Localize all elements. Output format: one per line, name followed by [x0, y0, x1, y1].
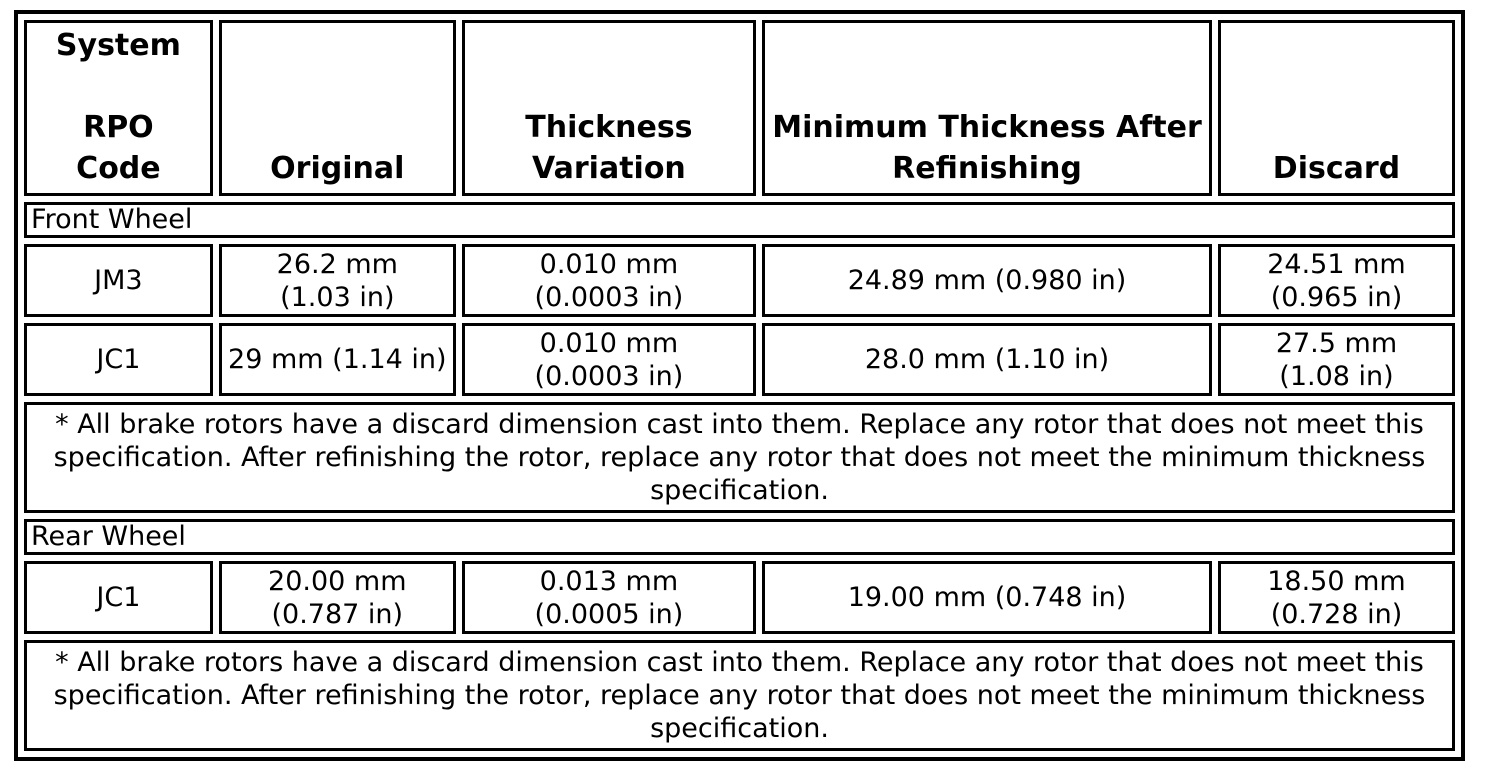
cell-thickness-variation: 0.010 mm (0.0003 in)	[461, 323, 757, 396]
cell-discard: 24.51 mm (0.965 in)	[1217, 244, 1455, 317]
header-min-thickness-after-refinishing: Minimum Thickness After Refinishing	[762, 20, 1212, 196]
header-system-rpo-code: System RPO Code	[24, 20, 213, 196]
footnote-front-wheel: * All brake rotors have a discard dimens…	[24, 402, 1455, 513]
cell-original: 20.00 mm (0.787 in)	[218, 561, 456, 634]
section-label-front-wheel: Front Wheel	[24, 202, 1455, 238]
cell-rpo-code: JC1	[24, 561, 213, 634]
cell-rpo-code: JC1	[24, 323, 213, 396]
footnote-row-rear: * All brake rotors have a discard dimens…	[24, 640, 1455, 751]
header-original: Original	[218, 20, 456, 196]
cell-min-thickness-after-refinishing: 28.0 mm (1.10 in)	[762, 323, 1212, 396]
footnote-row-front: * All brake rotors have a discard dimens…	[24, 402, 1455, 513]
section-row-rear-wheel: Rear Wheel	[24, 519, 1455, 555]
footnote-rear-wheel: * All brake rotors have a discard dimens…	[24, 640, 1455, 751]
header-discard: Discard	[1217, 20, 1455, 196]
cell-original: 26.2 mm (1.03 in)	[218, 244, 456, 317]
brake-rotor-spec-table: System RPO Code Original Thickness Varia…	[14, 10, 1465, 761]
cell-rpo-code: JM3	[24, 244, 213, 317]
table-row-front-jc1: JC1 29 mm (1.14 in) 0.010 mm (0.0003 in)…	[24, 323, 1455, 396]
header-row: System RPO Code Original Thickness Varia…	[24, 20, 1455, 196]
table-row-front-jm3: JM3 26.2 mm (1.03 in) 0.010 mm (0.0003 i…	[24, 244, 1455, 317]
cell-min-thickness-after-refinishing: 19.00 mm (0.748 in)	[762, 561, 1212, 634]
cell-discard: 27.5 mm (1.08 in)	[1217, 323, 1455, 396]
section-row-front-wheel: Front Wheel	[24, 202, 1455, 238]
spec-table: System RPO Code Original Thickness Varia…	[18, 14, 1461, 757]
table-row-rear-jc1: JC1 20.00 mm (0.787 in) 0.013 mm (0.0005…	[24, 561, 1455, 634]
cell-discard: 18.50 mm (0.728 in)	[1217, 561, 1455, 634]
cell-min-thickness-after-refinishing: 24.89 mm (0.980 in)	[762, 244, 1212, 317]
cell-original: 29 mm (1.14 in)	[218, 323, 456, 396]
cell-thickness-variation: 0.010 mm (0.0003 in)	[461, 244, 757, 317]
header-thickness-variation: Thickness Variation	[461, 20, 757, 196]
cell-thickness-variation: 0.013 mm (0.0005 in)	[461, 561, 757, 634]
section-label-rear-wheel: Rear Wheel	[24, 519, 1455, 555]
